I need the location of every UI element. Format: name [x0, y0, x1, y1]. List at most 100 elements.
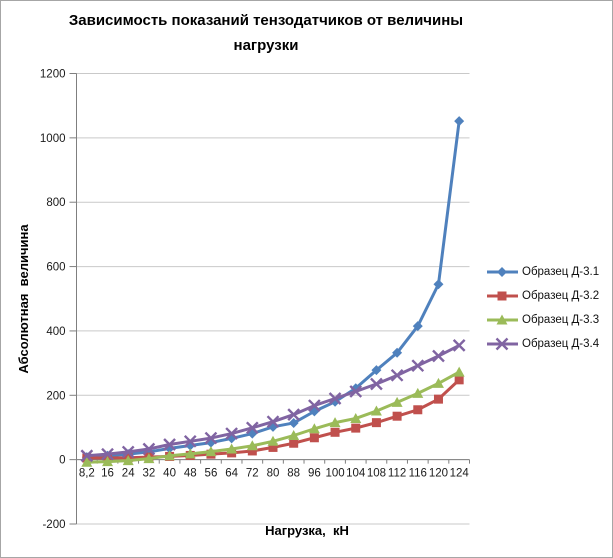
x-cross-marker [225, 427, 238, 440]
y-tick-label: 200 [46, 390, 65, 402]
x-tick-label: 16 [101, 468, 114, 480]
triangle-marker [329, 417, 341, 428]
triangle-marker [288, 430, 300, 441]
triangle-marker [205, 446, 217, 457]
x-cross-marker [245, 421, 259, 435]
x-cross-marker [452, 339, 466, 352]
diamond-marker [412, 321, 423, 332]
x-cross-marker [349, 385, 363, 398]
x-cross-marker [163, 438, 176, 451]
x-tick-label: 112 [388, 468, 406, 480]
y-tick-label: 600 [46, 262, 65, 274]
triangle-marker [184, 448, 196, 459]
square-marker [433, 394, 443, 404]
triangle-marker [122, 455, 134, 466]
x-tick-label: 80 [267, 468, 280, 480]
x-tick-label: 104 [346, 468, 366, 480]
triangle-marker [453, 366, 465, 377]
x-axis-title: Нагрузка, кН [265, 523, 349, 538]
x-cross-marker [370, 377, 383, 391]
triangle-marker [102, 456, 114, 467]
x-tick-label: 100 [325, 468, 344, 480]
x-tick-label: 40 [163, 468, 176, 480]
triangle-marker [432, 377, 444, 388]
series-line-d-3-1 [85, 119, 461, 459]
x-cross-marker [142, 442, 156, 456]
x-tick-label: 116 [409, 468, 427, 480]
y-tick-label: 800 [46, 197, 65, 209]
diamond-marker [454, 116, 465, 127]
x-cross-marker [101, 447, 114, 461]
legend-item-d-3-2: Образец Д-3.2 [487, 284, 599, 308]
triangle-marker [308, 423, 320, 434]
square-marker [371, 418, 381, 428]
y-tick-label: 0 [59, 455, 65, 467]
x-cross-marker [411, 359, 425, 373]
legend: Образец Д-3.1 Образец Д-3.2 Образец Д-3.3 О… [487, 260, 599, 356]
series-group [80, 116, 466, 467]
triangle-marker [143, 453, 155, 464]
x-tick-label: 32 [142, 468, 155, 480]
triangle-marker [267, 435, 279, 446]
x-cross-marker [432, 349, 445, 363]
triangle-marker [391, 396, 403, 407]
x-tick-label: 72 [246, 468, 259, 480]
x-tick-label: 124 [450, 468, 470, 480]
x-cross-marker [204, 431, 218, 445]
square-marker [392, 411, 402, 421]
series-d-3-1 [81, 116, 465, 463]
series-d-3-3 [81, 366, 465, 467]
x-cross-marker [266, 415, 280, 429]
chart-title: Зависимость показаний тензодатчиков от в… [68, 12, 464, 54]
x-tick-label: 64 [225, 468, 238, 480]
legend-label: Образец Д-3.4 [522, 338, 600, 350]
legend-label: Образец Д-3.1 [522, 266, 600, 278]
y-tick-label: 400 [46, 326, 65, 338]
diamond-marker [433, 279, 444, 290]
diamond-marker [288, 417, 299, 428]
legend-label: Образец Д-3.3 [522, 314, 600, 326]
x-tick-label: 96 [308, 468, 321, 480]
triangle-marker [164, 450, 176, 461]
legend-key-diamond [487, 267, 518, 277]
x-tick-label: 120 [429, 468, 448, 480]
triangle-marker [246, 440, 258, 451]
x-cross-marker [80, 449, 94, 463]
x-tick-label: 8,2 [79, 468, 95, 480]
diamond-marker [371, 365, 382, 376]
square-marker [309, 433, 319, 443]
triangle-marker [81, 456, 93, 467]
diamond-marker [497, 267, 507, 277]
x-cross-marker [328, 392, 342, 405]
series-d-3-4 [80, 339, 466, 463]
square-marker [289, 438, 299, 448]
x-cross-marker [308, 399, 321, 412]
triangle-marker [496, 314, 508, 325]
diamond-marker [392, 347, 403, 358]
square-marker [268, 442, 278, 452]
x-tick-label: 48 [184, 468, 197, 480]
y-tick-label: 1000 [40, 133, 66, 145]
square-marker [247, 446, 257, 456]
y-axis-title: Абсолютная величина [16, 224, 31, 374]
x-tick-label: 56 [205, 468, 218, 480]
triangle-marker [370, 405, 382, 416]
x-tick-label: 24 [122, 468, 135, 480]
triangle-marker [226, 443, 238, 454]
x-cross-marker [390, 368, 404, 382]
square-marker [351, 423, 361, 433]
x-cross-marker [495, 337, 509, 351]
legend-label: Образец Д-3.2 [522, 290, 600, 302]
x-cross-marker [183, 434, 197, 448]
x-tick-label: 108 [367, 468, 386, 480]
y-tick-label: 1200 [40, 69, 66, 81]
legend-key-triangle [487, 314, 518, 325]
x-tick-label: 88 [287, 468, 300, 480]
legend-item-d-3-4: Образец Д-3.4 [487, 332, 599, 356]
square-marker [497, 291, 507, 301]
legend-item-d-3-3: Образец Д-3.3 [487, 308, 599, 332]
legend-key-square [487, 291, 518, 301]
x-cross-marker [287, 408, 301, 421]
y-tick-label: -200 [42, 519, 65, 531]
